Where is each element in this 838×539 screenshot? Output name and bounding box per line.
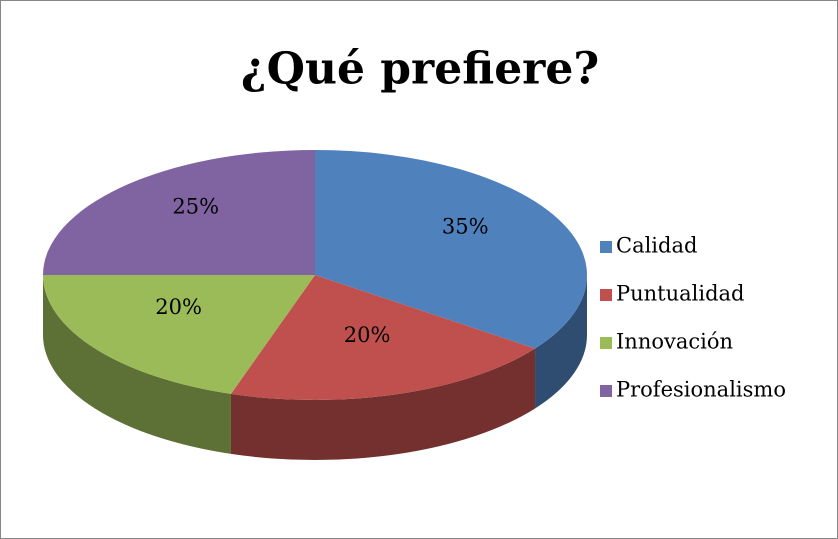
pie-slice-side (230, 348, 536, 460)
legend-label: Profesionalismo (616, 378, 786, 402)
pie-slice (42, 275, 316, 394)
pie-slice (315, 150, 587, 349)
pie-slice-side (42, 275, 231, 454)
chart-title: ¿Qué prefiere? (241, 44, 599, 95)
legend-swatch (600, 241, 612, 253)
pie-slice-side (535, 275, 587, 409)
data-label: 20% (344, 323, 391, 347)
data-label: 25% (172, 195, 219, 219)
legend-label: Calidad (616, 234, 697, 258)
data-label: 20% (155, 295, 202, 319)
pie-slice (230, 275, 536, 400)
legend-swatch (600, 337, 612, 349)
legend-swatch (600, 289, 612, 301)
legend-swatch (600, 385, 612, 397)
pie-slice (43, 150, 315, 275)
data-label: 35% (442, 214, 489, 238)
legend-label: Innovación (616, 330, 733, 354)
legend-label: Puntualidad (616, 282, 745, 306)
